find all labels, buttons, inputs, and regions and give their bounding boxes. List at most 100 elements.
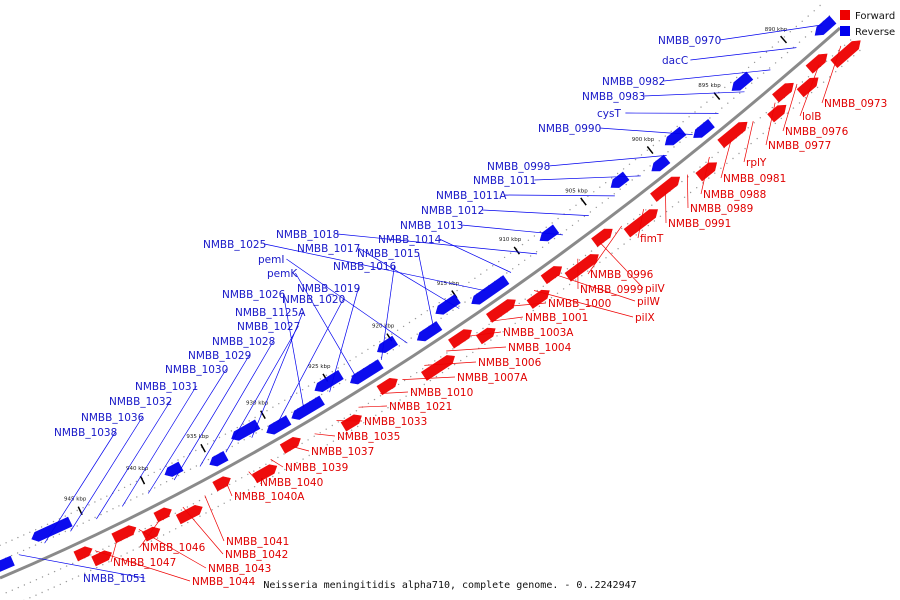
forward-gene-arrow bbox=[279, 436, 301, 454]
track-dot bbox=[136, 496, 138, 498]
forward-gene-arrow bbox=[772, 82, 794, 103]
reverse-gene-label: NMBB_1013 bbox=[400, 220, 463, 232]
reverse-gene-label: NMBB_1011 bbox=[473, 175, 536, 187]
track-dot bbox=[621, 227, 623, 230]
track-dot bbox=[16, 552, 19, 554]
kbp-tick-label: 895 kbp bbox=[698, 83, 721, 89]
track-dot bbox=[174, 512, 176, 514]
reverse-gene-label: NMBB_0970 bbox=[658, 35, 721, 47]
track-dot bbox=[533, 235, 536, 237]
forward-gene-label: NMBB_0976 bbox=[785, 126, 849, 138]
track-dot bbox=[509, 252, 512, 254]
label-leader-line bbox=[533, 290, 634, 318]
track-dot bbox=[210, 493, 213, 495]
forward-gene-label: NMBB_0999 bbox=[580, 284, 643, 296]
track-dot bbox=[76, 509, 78, 512]
track-dot bbox=[326, 444, 328, 446]
track-dot bbox=[159, 468, 161, 470]
gene-labels: NMBB_0970 dacC NMBB_0982 NMBB_0983 cysT NMBB_… bbox=[54, 35, 887, 588]
track-dot bbox=[150, 524, 152, 527]
track-dot bbox=[108, 545, 110, 547]
reverse-gene-arrow bbox=[377, 335, 399, 354]
track-dot bbox=[338, 382, 341, 385]
track-dot bbox=[849, 39, 852, 41]
forward-gene-arrow bbox=[376, 377, 398, 396]
track-dot bbox=[547, 242, 550, 244]
track-dot bbox=[577, 220, 580, 222]
label-leader-line bbox=[665, 191, 667, 224]
forward-gene-label: NMBB_0991 bbox=[668, 218, 731, 230]
label-leader-line bbox=[270, 459, 284, 468]
track-dot bbox=[565, 229, 568, 231]
forward-gene-label: NMBB_1003A bbox=[503, 327, 574, 339]
track-dot bbox=[126, 552, 128, 554]
track-dot bbox=[411, 391, 413, 393]
track-dot bbox=[206, 443, 209, 445]
track-dot bbox=[296, 461, 298, 464]
track-dot bbox=[403, 379, 406, 382]
track-dot bbox=[641, 229, 643, 231]
track-dot bbox=[17, 586, 19, 589]
track-dot bbox=[387, 407, 389, 409]
track-dot bbox=[847, 60, 849, 62]
track-dot bbox=[466, 355, 468, 358]
track-dot bbox=[759, 56, 762, 58]
track-dot bbox=[177, 474, 180, 477]
track-dot bbox=[474, 277, 476, 279]
track-dot bbox=[350, 429, 353, 431]
track-dot bbox=[532, 309, 534, 312]
track-dot bbox=[441, 371, 444, 374]
track-dot bbox=[789, 31, 791, 33]
label-leader-line bbox=[743, 121, 754, 163]
kbp-tick-label: 890 kbp bbox=[765, 27, 788, 33]
track-dot bbox=[605, 182, 607, 184]
track-dot bbox=[694, 111, 696, 113]
track-dot bbox=[571, 224, 574, 227]
reverse-gene-arrow bbox=[231, 419, 261, 441]
track-dot bbox=[72, 562, 74, 565]
track-dot bbox=[438, 302, 440, 304]
forward-gene-arrow bbox=[448, 329, 472, 349]
forward-gene-label: NMBB_1035 bbox=[337, 431, 400, 443]
track-dot bbox=[308, 454, 310, 457]
track-dot bbox=[587, 270, 589, 272]
track-dot bbox=[325, 374, 327, 376]
track-dot bbox=[65, 580, 68, 583]
track-dot bbox=[183, 456, 185, 458]
label-leader-line bbox=[765, 102, 776, 146]
track-dot bbox=[82, 507, 84, 509]
track-dot bbox=[447, 367, 450, 370]
track-dot bbox=[259, 482, 262, 484]
track-dot bbox=[423, 383, 425, 386]
track-dot bbox=[683, 196, 686, 198]
track-dot bbox=[108, 561, 110, 563]
track-dot bbox=[307, 385, 310, 387]
track-dot bbox=[171, 462, 173, 464]
reverse-gene-label: NMBB_1029 bbox=[188, 350, 251, 362]
track-dot bbox=[410, 337, 412, 339]
kbp-tick bbox=[646, 146, 654, 155]
track-dot bbox=[284, 399, 286, 401]
track-dot bbox=[685, 136, 687, 139]
track-dot bbox=[237, 442, 239, 444]
track-dot bbox=[249, 435, 251, 438]
track-dot bbox=[524, 259, 526, 261]
forward-gene-label: NMBB_1047 bbox=[113, 557, 176, 569]
reverse-gene-arrow bbox=[610, 171, 630, 188]
track-dot bbox=[230, 430, 233, 432]
forward-gene-arrow bbox=[796, 77, 819, 98]
track-dot bbox=[480, 273, 482, 275]
track-dot bbox=[28, 547, 31, 549]
track-dot bbox=[524, 298, 526, 300]
track-dot bbox=[248, 420, 250, 422]
track-dot bbox=[566, 268, 569, 270]
track-dot bbox=[673, 146, 675, 148]
track-dot bbox=[416, 372, 418, 374]
track-dot bbox=[801, 20, 803, 22]
track-dot bbox=[429, 379, 432, 382]
track-dot bbox=[379, 341, 381, 343]
track-dot bbox=[247, 489, 250, 491]
forward-gene-label: NMBB_1041 bbox=[226, 536, 289, 548]
track-dot bbox=[750, 142, 752, 145]
track-dot bbox=[241, 477, 243, 479]
